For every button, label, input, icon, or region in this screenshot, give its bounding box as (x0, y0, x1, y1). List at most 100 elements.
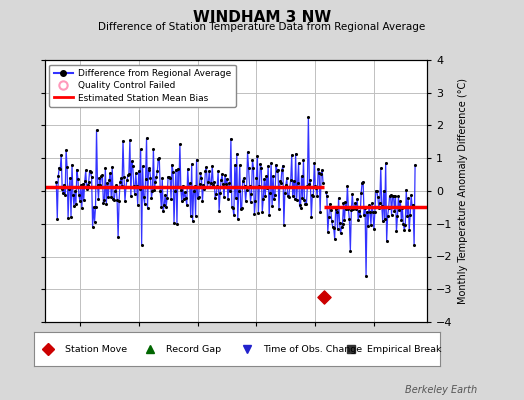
Point (177, 187, 185, 193)
Point (239, 175, 248, 182)
Point (92, 127, 101, 133)
Point (193, 195, 202, 202)
Point (172, 166, 180, 173)
Point (137, 242, 146, 248)
Point (296, 202, 304, 208)
Point (72, 200, 80, 207)
Point (157, 204, 166, 210)
Point (403, 212, 411, 219)
Point (265, 212, 274, 218)
Point (270, 196, 278, 202)
Point (279, 162, 287, 169)
Point (384, 213, 392, 219)
Point (315, 170, 323, 176)
Point (271, 192, 279, 198)
Point (150, 186, 159, 193)
Point (402, 186, 410, 193)
Point (140, 200, 149, 207)
Point (357, 190, 365, 196)
Point (232, 194, 240, 201)
Point (286, 184, 294, 190)
Point (303, 183, 312, 189)
Point (401, 222, 409, 228)
Point (261, 193, 269, 200)
Point (200, 186, 209, 192)
Point (373, 188, 381, 194)
Point (136, 186, 144, 192)
Point (60, 181, 68, 188)
Point (310, 160, 319, 167)
Point (333, 226, 342, 232)
Point (358, 180, 366, 186)
Point (281, 190, 289, 196)
Point (235, 188, 243, 194)
Point (348, 191, 356, 197)
Point (126, 137, 134, 144)
Point (96, 182, 105, 188)
Point (91, 204, 100, 210)
Point (117, 175, 125, 181)
Point (98, 172, 106, 178)
Point (151, 179, 160, 185)
Point (342, 206, 351, 212)
Point (297, 173, 305, 180)
Point (236, 206, 245, 212)
Point (130, 191, 139, 198)
Point (204, 179, 213, 185)
Point (53, 216, 61, 222)
Point (255, 182, 264, 189)
Point (377, 165, 385, 171)
Point (344, 206, 353, 212)
Point (93, 182, 102, 188)
Point (234, 216, 242, 222)
Point (209, 181, 217, 188)
Point (199, 181, 208, 188)
Point (285, 194, 293, 200)
Point (133, 183, 141, 189)
Point (326, 207, 335, 214)
Point (225, 180, 233, 186)
Y-axis label: Monthly Temperature Anomaly Difference (°C): Monthly Temperature Anomaly Difference (… (458, 78, 468, 304)
Point (155, 155, 163, 161)
Point (385, 193, 394, 200)
Point (264, 163, 272, 169)
Point (181, 189, 189, 196)
Point (259, 196, 267, 202)
Point (215, 207, 223, 214)
Point (263, 184, 271, 191)
Point (324, 214, 333, 220)
Point (254, 210, 263, 216)
Point (82, 167, 90, 174)
Point (370, 226, 378, 232)
Point (399, 221, 408, 228)
Point (144, 167, 152, 173)
Point (237, 205, 246, 211)
Point (128, 163, 137, 170)
Point (55, 164, 63, 171)
Point (309, 192, 318, 199)
Point (280, 222, 288, 228)
Point (158, 175, 167, 181)
Point (386, 192, 395, 198)
Point (70, 202, 78, 209)
Point (183, 166, 192, 172)
Point (352, 206, 361, 212)
Point (299, 157, 308, 163)
Point (100, 197, 108, 204)
Point (257, 165, 266, 171)
Point (174, 183, 183, 190)
Point (250, 211, 259, 218)
Point (343, 183, 352, 189)
Point (207, 180, 215, 187)
Point (322, 189, 330, 195)
Point (242, 198, 250, 204)
Text: WINDHAM 3 NW: WINDHAM 3 NW (193, 10, 331, 25)
Point (197, 175, 205, 181)
Point (169, 168, 177, 175)
Point (116, 179, 124, 186)
Point (146, 174, 155, 181)
Point (84, 179, 93, 185)
Point (216, 190, 224, 196)
Point (241, 183, 249, 190)
Point (102, 201, 111, 207)
